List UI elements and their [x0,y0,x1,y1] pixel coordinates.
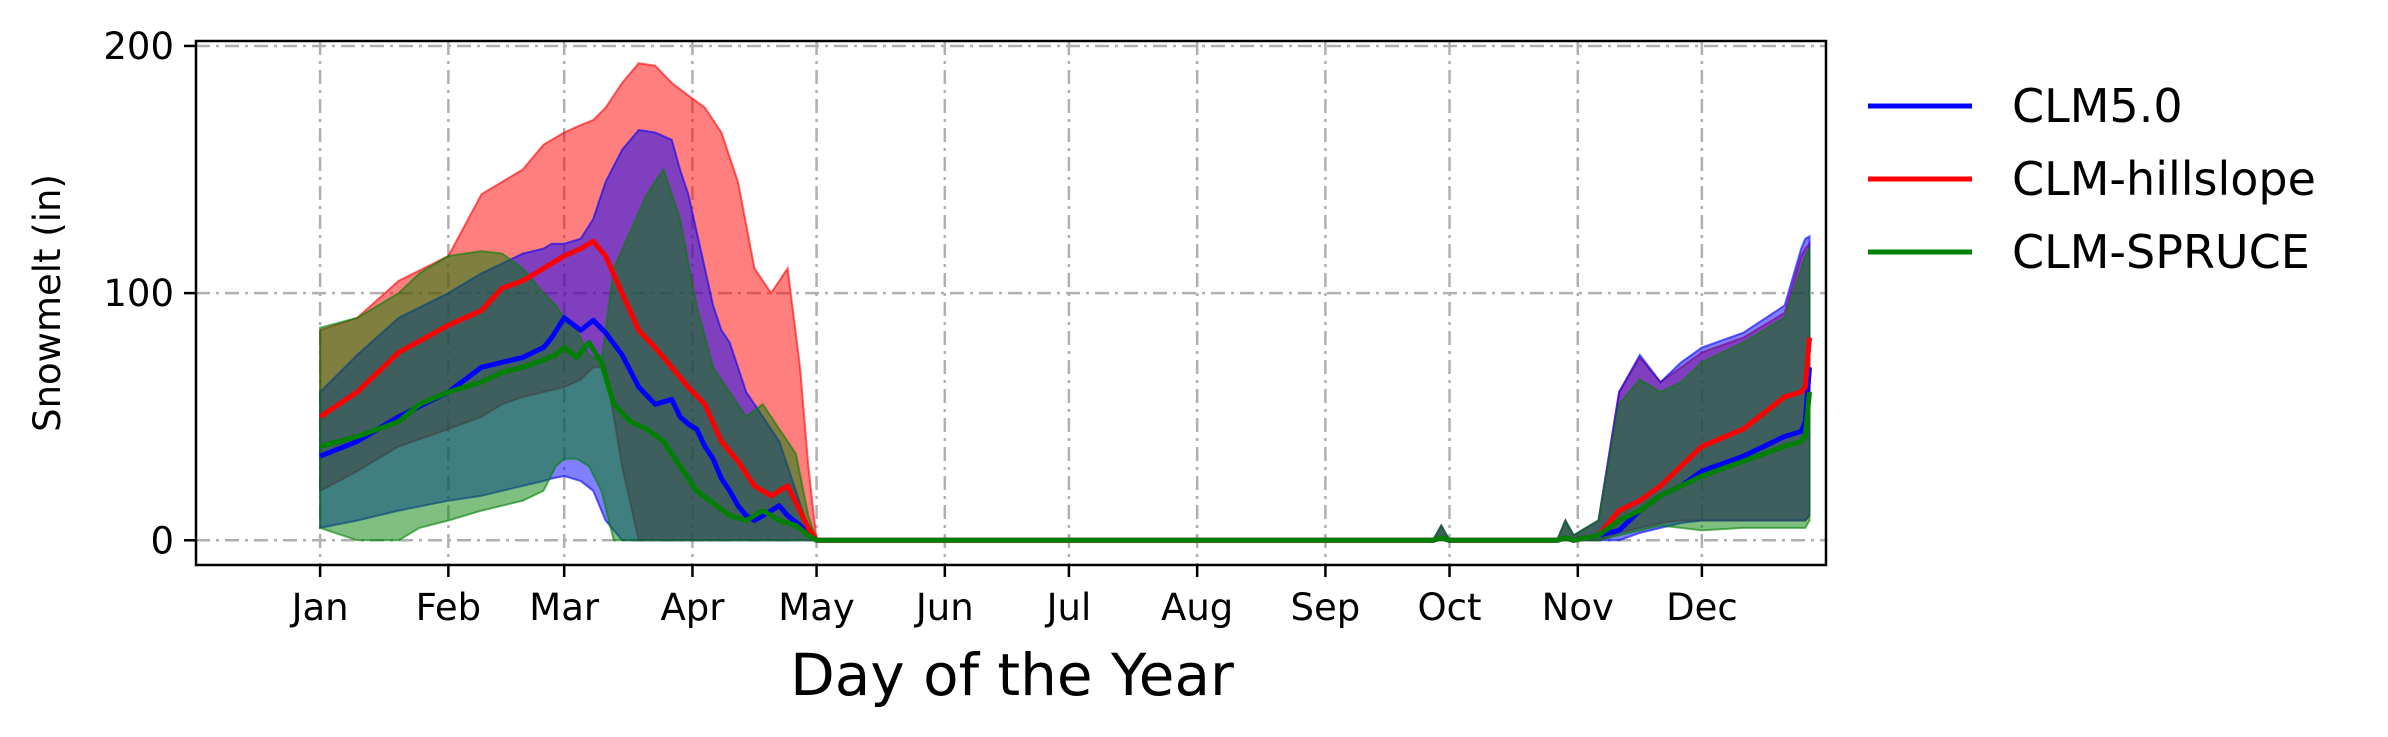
x-tick-label: Aug [1161,586,1233,629]
legend-item-hillslope: CLM-hillslope [1868,152,2316,206]
legend-label: CLM-SPRUCE [2012,225,2310,279]
legend-label: CLM-hillslope [2012,152,2316,206]
band-clm-spruce [319,167,1811,542]
x-tick-label: Jun [914,586,974,629]
x-tick-label: Nov [1542,586,1614,629]
uncertainty-bands [319,62,1811,542]
y-tick-label: 0 [150,519,174,562]
x-tick-label: Jul [1045,586,1092,629]
x-axis-title: Day of the Year [790,641,1234,709]
x-tick-label: Feb [416,586,482,629]
x-tick-label: Oct [1418,586,1482,629]
plot-frame [194,39,1828,567]
x-tick-label: Mar [529,586,600,629]
x-tick-label: May [778,586,855,629]
mean-lines [318,238,1812,543]
x-tick-label: Dec [1666,586,1738,629]
legend: CLM5.0 CLM-hillslope CLM-SPRUCE [1868,79,2316,279]
x-tick-label: Sep [1291,586,1361,629]
legend-item-clm5: CLM5.0 [1868,79,2183,133]
y-tick-label: 100 [103,272,174,315]
y-axis-title: Snowmelt (in) [26,174,69,432]
line-clm-hillslope [318,238,1812,543]
line-clm-spruce [319,340,1812,543]
y-tick-label: 200 [103,25,174,68]
axis-ticks: Jan Feb Mar Apr May Jun Jul Aug Sep Oct Nov Dec 0 100… [103,25,1737,629]
legend-label: CLM5.0 [2012,79,2183,133]
legend-item-spruce: CLM-SPRUCE [1868,225,2310,279]
x-tick-label: Apr [660,586,725,629]
x-tick-label: Jan [290,586,349,629]
